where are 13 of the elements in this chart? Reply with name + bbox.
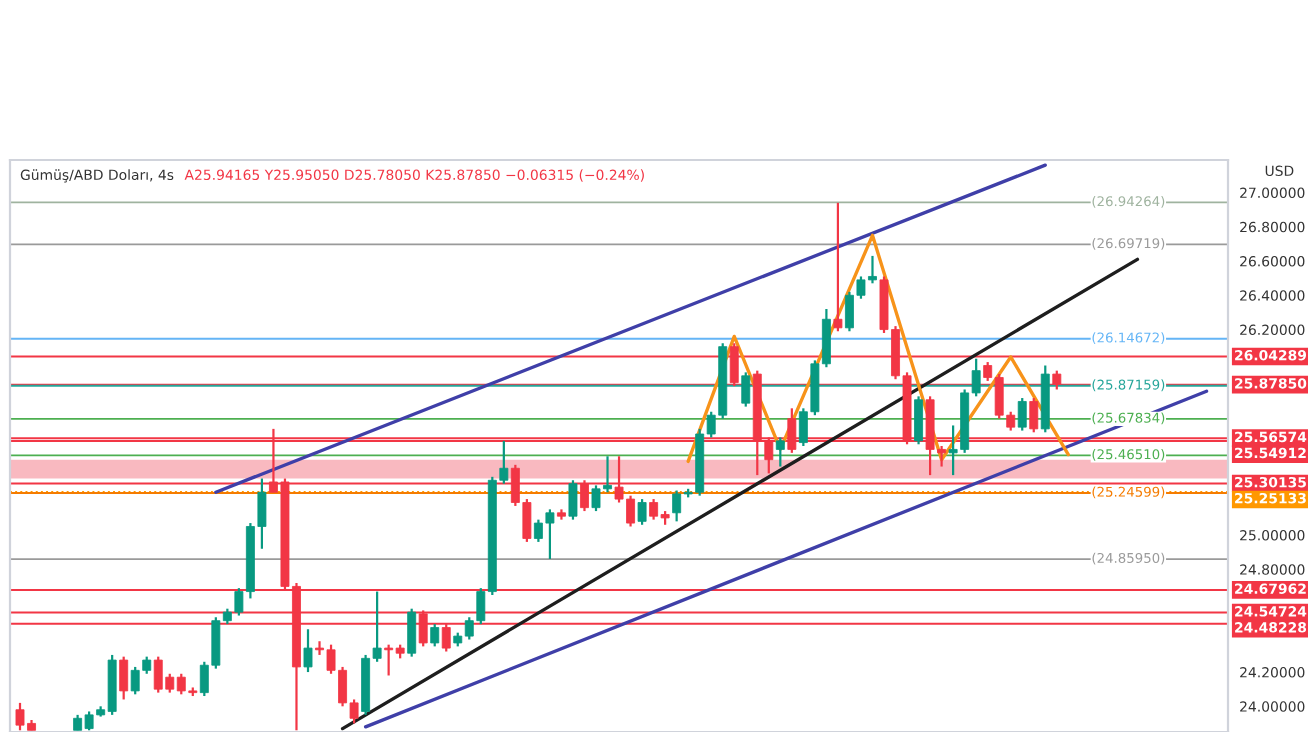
line-series <box>686 233 1070 464</box>
candlestick <box>637 497 647 526</box>
candlestick <box>430 623 440 648</box>
candlestick <box>914 395 924 446</box>
candlestick <box>775 436 785 468</box>
candlestick <box>303 628 313 674</box>
candlestick <box>119 655 129 701</box>
candlestick <box>741 371 751 408</box>
candlestick <box>1029 396 1039 434</box>
candlestick <box>568 479 578 521</box>
candlestick <box>1017 396 1027 432</box>
candlestick <box>407 607 417 658</box>
candlestick <box>833 201 843 333</box>
